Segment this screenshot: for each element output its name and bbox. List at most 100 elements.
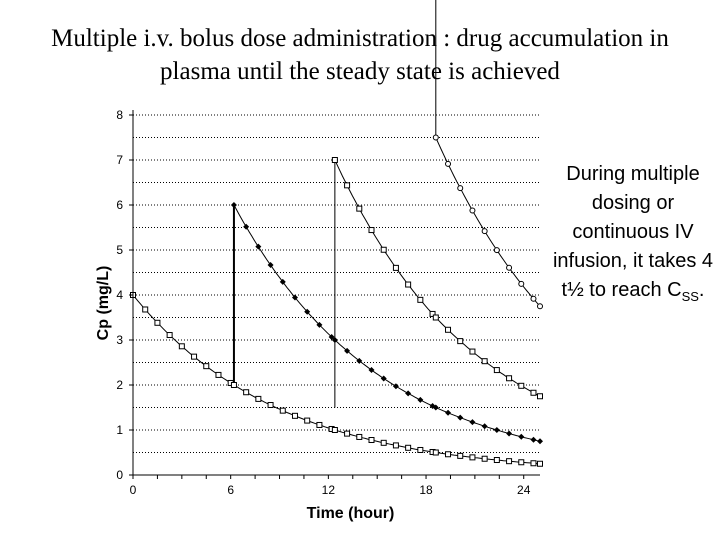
title-line-2: plasma until the steady state is achieve…: [160, 58, 560, 85]
side-note-subscript: SS: [681, 289, 699, 304]
data-point: [469, 419, 476, 426]
data-point: [457, 414, 464, 421]
data-point: [518, 382, 525, 389]
series-line: [233, 204, 541, 442]
data-point: [356, 205, 363, 212]
data-point: [445, 160, 452, 167]
data-point: [518, 433, 525, 440]
data-point: [530, 436, 537, 443]
data-point: [344, 430, 351, 437]
x-axis-label: Time (hour): [307, 505, 395, 522]
data-point: [457, 338, 464, 345]
y-tick-label: 5: [116, 243, 123, 257]
axes: [129, 110, 540, 479]
data-point: [537, 393, 543, 400]
x-tick-label: 6: [227, 483, 234, 497]
data-point: [243, 223, 250, 230]
data-point: [191, 353, 198, 360]
y-tick-label: 2: [116, 378, 123, 392]
data-point: [230, 202, 237, 208]
data-point: [316, 421, 323, 428]
grid: [133, 114, 540, 453]
data-point: [417, 446, 424, 453]
data-point: [368, 437, 375, 444]
data-point: [279, 407, 286, 414]
x-tick-label: 18: [419, 483, 433, 497]
data-point: [405, 281, 412, 288]
data-point: [432, 449, 439, 456]
data-point: [356, 433, 363, 440]
data-point: [344, 182, 351, 189]
side-note: During multiple dosing or continuous IV …: [552, 160, 714, 311]
data-point: [142, 306, 149, 313]
y-tick-label: 7: [116, 153, 123, 167]
data-point: [356, 357, 363, 364]
dose-lines: [232, 0, 437, 408]
data-point: [255, 395, 262, 402]
data-point: [481, 423, 488, 430]
data-point: [518, 459, 525, 466]
data-point: [344, 347, 351, 354]
series-lines: [132, 137, 541, 465]
y-tick-label: 4: [116, 288, 123, 302]
series-markers: [130, 134, 543, 467]
data-point: [417, 296, 424, 303]
data-point: [279, 278, 286, 285]
side-note-text: During multiple dosing or continuous IV …: [552, 163, 714, 301]
y-tick-label: 8: [116, 108, 123, 122]
data-point: [432, 314, 439, 321]
data-point: [380, 375, 387, 382]
data-point: [392, 383, 399, 390]
data-point: [368, 367, 375, 374]
data-point: [481, 358, 488, 365]
data-point: [457, 185, 464, 192]
data-point: [481, 455, 488, 462]
data-point: [493, 457, 500, 464]
y-tick-label: 0: [116, 468, 123, 482]
series-line: [132, 294, 541, 465]
data-point: [506, 458, 513, 465]
data-point: [506, 430, 513, 437]
data-point: [493, 247, 500, 254]
data-point: [469, 207, 476, 214]
data-point: [255, 243, 262, 250]
title-line-1: Multiple i.v. bolus dose administration …: [51, 25, 669, 52]
data-point: [291, 412, 298, 419]
data-point: [530, 460, 537, 467]
data-point: [537, 460, 543, 467]
series-line: [435, 137, 541, 307]
data-point: [417, 396, 424, 403]
data-point: [530, 295, 537, 302]
data-point: [445, 451, 452, 458]
y-tick-label: 6: [116, 198, 123, 212]
data-point: [493, 427, 500, 434]
data-point: [537, 438, 543, 445]
data-point: [392, 442, 399, 449]
data-point: [457, 452, 464, 459]
data-point: [267, 262, 274, 269]
data-point: [328, 333, 335, 340]
data-point: [304, 417, 311, 424]
series-line: [334, 159, 541, 397]
data-point: [331, 427, 338, 433]
data-point: [166, 332, 173, 339]
data-point: [445, 326, 452, 333]
data-point: [506, 264, 513, 271]
side-note-suffix: .: [698, 279, 705, 301]
data-point: [368, 227, 375, 234]
data-point: [429, 310, 436, 317]
data-point: [154, 319, 161, 326]
data-point: [518, 280, 525, 287]
data-point: [267, 402, 274, 409]
data-point: [291, 294, 298, 301]
data-point: [215, 371, 222, 378]
data-point: [445, 409, 452, 416]
data-point: [405, 390, 412, 397]
y-axis-label: Cp (mg/L): [95, 266, 112, 341]
data-point: [316, 321, 323, 328]
data-point: [304, 308, 311, 315]
data-point: [493, 367, 500, 374]
data-point: [481, 228, 488, 235]
